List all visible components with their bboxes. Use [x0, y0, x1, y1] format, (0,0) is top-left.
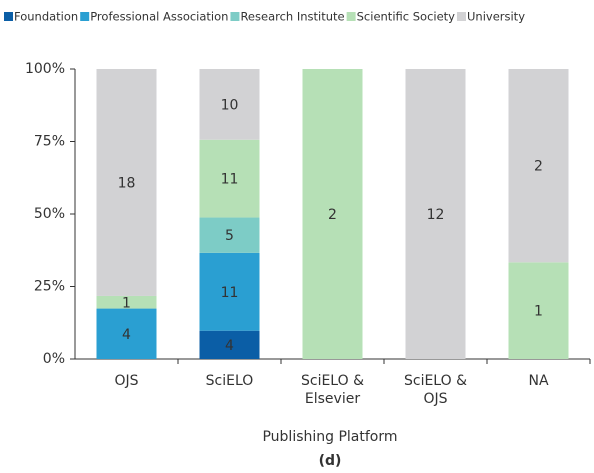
data-label: 1	[534, 304, 543, 320]
legend-label: Foundation	[14, 10, 78, 24]
legend-label: Scientific Society	[357, 10, 456, 24]
y-tick-label: 25%	[34, 279, 65, 295]
data-label: 12	[427, 207, 445, 223]
x-tick-label: NA	[528, 373, 548, 389]
y-tick-label: 75%	[34, 134, 65, 150]
bar-segment	[199, 252, 260, 331]
legend-swatch	[346, 12, 356, 21]
legend-label: Professional Association	[90, 10, 228, 24]
data-label: 4	[122, 327, 131, 343]
bar-segment	[302, 69, 363, 359]
x-tick-label: SciELO	[206, 373, 254, 389]
data-label: 11	[221, 285, 239, 301]
bar-segment	[96, 295, 157, 309]
data-label: 5	[225, 228, 234, 244]
legend-label: University	[467, 10, 525, 24]
x-tick-label: OJS	[114, 373, 138, 389]
x-tick-label: SciELO & Elsevier	[301, 373, 364, 407]
y-tick-label: 50%	[34, 206, 65, 222]
legend-label: Research Institute	[240, 10, 344, 24]
legend-swatch	[4, 12, 13, 21]
data-label: 4	[225, 338, 234, 354]
legend-swatch	[230, 12, 240, 21]
data-label: 2	[534, 159, 543, 175]
data-label: 18	[118, 175, 136, 191]
bar-segment	[96, 69, 157, 296]
data-label: 11	[221, 172, 239, 188]
subtitle: (d)	[319, 453, 342, 469]
bar-segment	[508, 69, 569, 263]
y-tick-label: 0%	[43, 351, 65, 367]
bar-segment	[199, 330, 260, 359]
x-axis-title: Publishing Platform	[262, 429, 397, 445]
bar-segment	[199, 217, 260, 253]
legend-swatch	[456, 12, 466, 21]
bar-segment	[199, 139, 260, 218]
data-label: 2	[328, 207, 337, 223]
legend-swatch	[80, 12, 90, 21]
bar-segment	[96, 308, 157, 359]
bar-segment	[508, 262, 569, 359]
bar-segment	[405, 69, 466, 359]
data-label: 1	[122, 295, 131, 311]
y-tick-label: 100%	[25, 61, 65, 77]
x-tick-label: SciELO & OJS	[404, 373, 467, 407]
bar-segment	[199, 69, 260, 140]
data-label: 10	[221, 97, 239, 113]
